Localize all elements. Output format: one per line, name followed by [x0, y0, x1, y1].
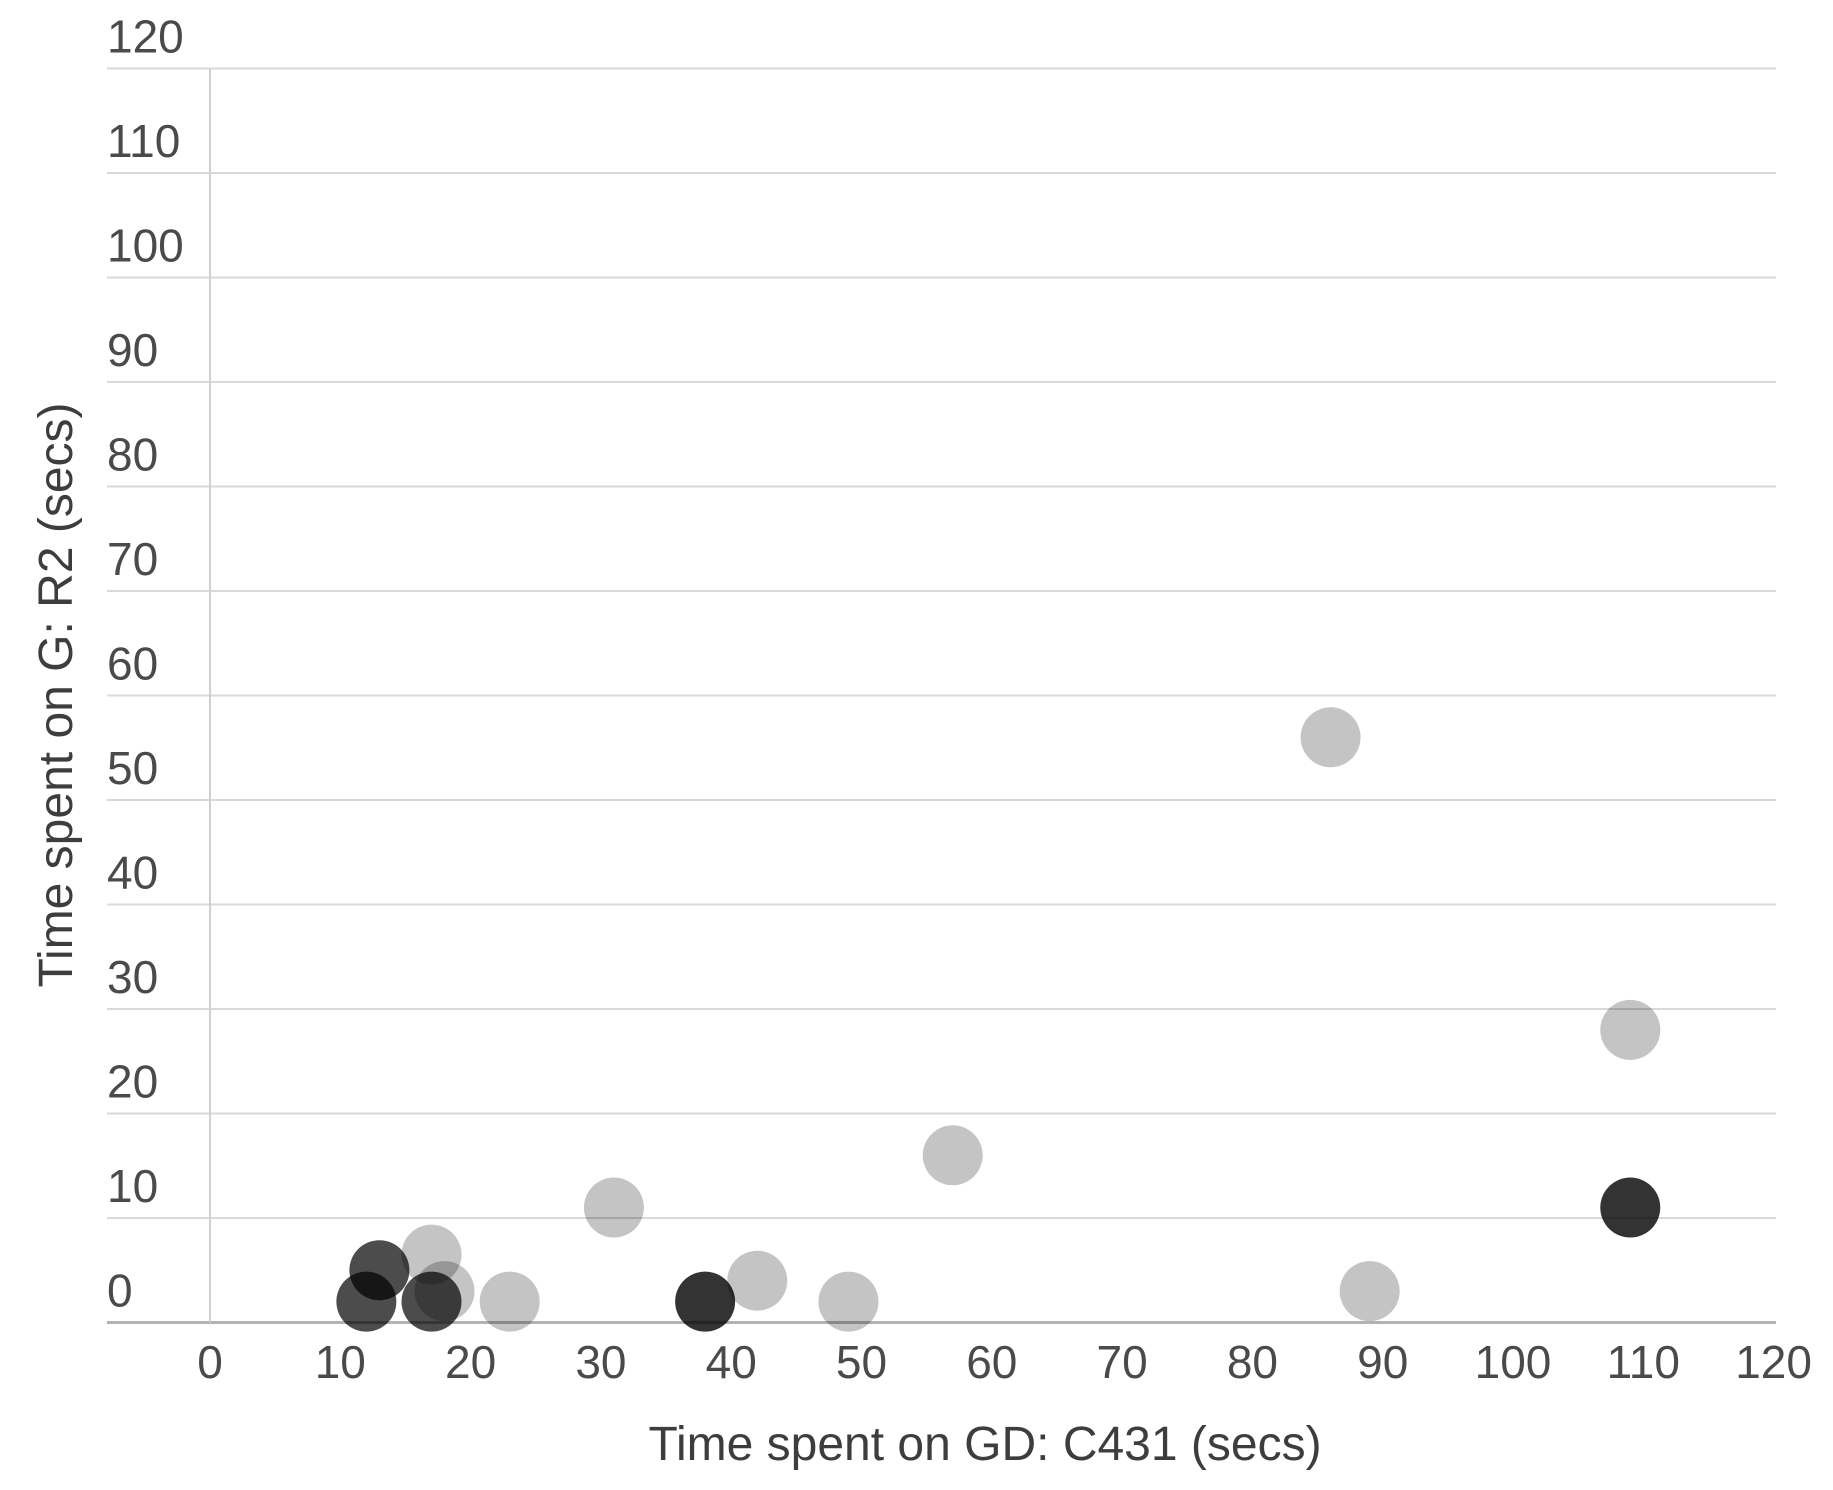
y-tick-label-110: 110 [107, 115, 180, 167]
y-tick-label-10: 10 [107, 1160, 158, 1212]
y-tick-label-100: 100 [107, 220, 184, 272]
bubble-darkest-bubbles [1600, 1177, 1661, 1238]
x-tick-label-50: 50 [836, 1336, 887, 1388]
x-tick-label-10: 10 [315, 1336, 366, 1388]
bubble-light-gray-bubbles [818, 1271, 879, 1332]
y-axis-title: Time spent on G: R2 (secs) [30, 402, 83, 987]
y-tick-label-60: 60 [107, 638, 158, 690]
x-tick-label-70: 70 [1097, 1336, 1148, 1388]
bubble-light-gray-bubbles [922, 1125, 983, 1186]
bubble-dark-gray-bubbles [349, 1240, 410, 1301]
bubble-light-gray-bubbles [1600, 999, 1661, 1060]
bubble-light-gray-bubbles [1339, 1261, 1400, 1322]
x-tick-label-120: 120 [1735, 1336, 1812, 1388]
x-tick-label-0: 0 [197, 1336, 223, 1388]
x-tick-label-40: 40 [706, 1336, 757, 1388]
y-tick-label-90: 90 [107, 324, 158, 376]
bubble-light-gray-bubbles [401, 1224, 462, 1285]
bubble-light-gray-bubbles [583, 1177, 644, 1238]
x-tick-label-100: 100 [1475, 1336, 1552, 1388]
tick-layer: 0 10 20 30 40 50 60 70 80 90 100 110 120 0 10 20 30 40 50 6… [107, 11, 1812, 1389]
x-tick-label-80: 80 [1227, 1336, 1278, 1388]
x-tick-label-30: 30 [575, 1336, 626, 1388]
x-tick-label-20: 20 [445, 1336, 496, 1388]
bubble-light-gray-bubbles [1300, 707, 1361, 768]
y-tick-label-40: 40 [107, 847, 158, 899]
y-tick-label-30: 30 [107, 951, 158, 1003]
y-tick-label-70: 70 [107, 533, 158, 585]
x-tick-label-110: 110 [1607, 1336, 1680, 1388]
x-axis-title: Time spent on GD: C431 (secs) [648, 1418, 1321, 1471]
y-tick-label-80: 80 [107, 429, 158, 481]
bubble-light-gray-bubbles [479, 1271, 540, 1332]
y-tick-label-120: 120 [107, 11, 184, 63]
x-tick-label-60: 60 [966, 1336, 1017, 1388]
bubble-light-gray-bubbles [727, 1250, 788, 1311]
y-tick-label-0: 0 [107, 1265, 133, 1317]
bubble-dark-gray-bubbles [401, 1271, 462, 1332]
grid-layer [107, 67, 1776, 1324]
bubble-darkest-bubbles [675, 1271, 736, 1332]
y-tick-label-20: 20 [107, 1056, 158, 1108]
x-tick-label-90: 90 [1357, 1336, 1408, 1388]
y-tick-label-50: 50 [107, 742, 158, 794]
bubble-layer [336, 707, 1661, 1332]
